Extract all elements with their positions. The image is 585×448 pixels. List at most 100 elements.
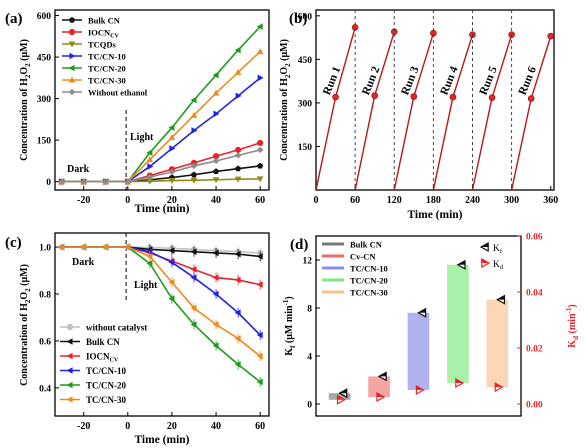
panel-a-point: [124, 178, 132, 185]
panel-a-xlabel: Time (min): [134, 203, 189, 215]
panel-c-legend-label: Bulk CN: [86, 337, 120, 347]
panel-b-xtick-label: 0: [314, 195, 319, 206]
panel-a-point: [257, 139, 264, 147]
panel-a-legend-marker: [68, 16, 76, 23]
panel-c-point: [124, 243, 131, 251]
panel-c-point: [102, 243, 109, 251]
panel-c-point: [234, 276, 241, 284]
panel-b-xtick-label: 360: [543, 195, 558, 206]
panel-a-legend-label: TC/CN-10: [88, 52, 126, 62]
panel-d-kf-marker-fill2: [457, 260, 466, 265]
panel-c-ytick-label: 0.6: [39, 337, 51, 347]
panel-b-xlabel: Time (min): [407, 209, 462, 221]
panel-a-series: [58, 23, 264, 186]
panel-d-kd-marker-fill: [455, 378, 464, 383]
panel-a-point: [213, 168, 220, 175]
panel-c-ytick-label: 1.0: [39, 244, 51, 254]
panel-a-point: [256, 23, 263, 30]
panel-d-legend-kf-subscript: f: [500, 248, 503, 255]
panel-a-point: [212, 71, 219, 79]
panel-b-ytick-label: 600: [298, 12, 313, 22]
panel-a-point: [168, 124, 175, 132]
panel-d-left-ytick-label: 4: [307, 353, 312, 363]
panel-c-legend-subscript: CV: [110, 358, 119, 364]
panel-c-legend-label: IOCNCV: [86, 352, 119, 364]
panel-c-point: [256, 281, 263, 288]
panel-c-legend-label: TC/CN-10: [86, 366, 126, 376]
panel-c-point: [190, 266, 197, 273]
panel-a-point: [212, 89, 220, 96]
panel-c-frame: [54, 232, 270, 417]
panel-d-kd-marker-fill2: [337, 395, 345, 400]
panel-a-point: [234, 152, 242, 159]
panel-d-kd-marker: [494, 382, 504, 393]
panel-a-point: [235, 146, 242, 153]
panel-a-point: [190, 171, 198, 178]
panel-a-point: [168, 133, 176, 140]
panel-a-point: [235, 92, 242, 100]
panel-c-point: [212, 321, 219, 328]
panel-c-point: [256, 378, 263, 386]
panel-c-point: [58, 243, 65, 251]
panel-a-point: [256, 176, 264, 183]
panel-d-legend-label: TC/CN-30: [350, 288, 388, 298]
panel-c-point: [190, 304, 197, 312]
panel-b-run-line: [316, 27, 356, 190]
panel-a-legend-marker: [69, 52, 76, 60]
panel-a-xtick-label: -20: [77, 195, 90, 206]
panel-d-kd-marker: [336, 394, 346, 405]
panel-d-kf-marker: [496, 294, 506, 305]
panel-d-legend-kf-label: Kf: [493, 244, 503, 255]
panel-a-ytick-label: 0: [46, 178, 51, 188]
panel-c-point: [212, 274, 219, 281]
panel-d-legend-swatch: [322, 242, 344, 246]
panel-a-ytick-label: 450: [37, 54, 52, 64]
panel-d-legend-kd-marker: [481, 257, 491, 269]
panel-a-xtick-label: 40: [211, 195, 221, 206]
panel-a-point: [102, 178, 109, 185]
panel-c-point: [168, 259, 175, 266]
panel-d-legend-label: Cv-CN: [350, 252, 376, 262]
panel-d-legend-kd-subscript: d: [500, 264, 504, 271]
panel-b-xtick-label: 240: [465, 195, 480, 206]
panel-a-legend-label: IOCNCV: [88, 28, 120, 40]
panel-a-point: [213, 110, 220, 118]
panel-d-right-ytick-label: 0.04: [526, 288, 543, 298]
panel-c-xtick-label: 60: [255, 421, 265, 432]
panel-d-kf-marker-fill2: [378, 372, 387, 377]
panel-c-legend-label: TC/CN-20: [86, 381, 126, 391]
panel-c-point: [190, 321, 197, 328]
panel-a-point: [168, 178, 176, 185]
panel-c-legend-marker: [66, 367, 73, 374]
panel-d-legend-kf-marker-fill2: [481, 243, 489, 247]
panel-d-kf-marker-fill2: [339, 389, 347, 394]
panel-d-legend-label: TC/CN-20: [350, 276, 388, 286]
panel-b-ytick-label: 300: [298, 99, 313, 109]
panel-a-legend-label: TC/CN-30: [88, 76, 126, 86]
panel-b-point: [547, 32, 554, 40]
panel-b-point: [527, 95, 535, 102]
panel-a-label: (a): [5, 11, 23, 27]
panel-a-point: [147, 163, 154, 170]
panel-b-point: [488, 94, 496, 101]
panel-b-ylabel: Concentration of H2O2 (μM): [279, 39, 292, 161]
panel-c-point: [234, 361, 241, 368]
panel-a-point: [212, 157, 220, 165]
panel-c-point: [168, 278, 175, 286]
panel-a-ytick-label: 150: [37, 137, 52, 147]
panel-a-point: [234, 46, 241, 54]
panel-c-legend-marker: [66, 323, 74, 331]
panel-b-frame: [315, 9, 555, 191]
panel-b-ytick-label: 150: [298, 143, 313, 153]
panel-b-run-line: [471, 34, 513, 190]
panel-c-point: [256, 352, 263, 360]
panel-d-kd-marker: [376, 391, 386, 402]
panel-d-kf-marker-fill2: [418, 308, 426, 313]
panel-b-point: [332, 93, 339, 101]
panel-a-legend-marker: [68, 64, 75, 72]
panel-d-ticks: 0 4 8 12 0.00 0.02 0.04 0.06: [303, 233, 543, 411]
panel-a: (a) Concentration of H2O2 (μM) Time (min…: [5, 9, 270, 215]
panel-c-legend-marker: [66, 338, 73, 345]
